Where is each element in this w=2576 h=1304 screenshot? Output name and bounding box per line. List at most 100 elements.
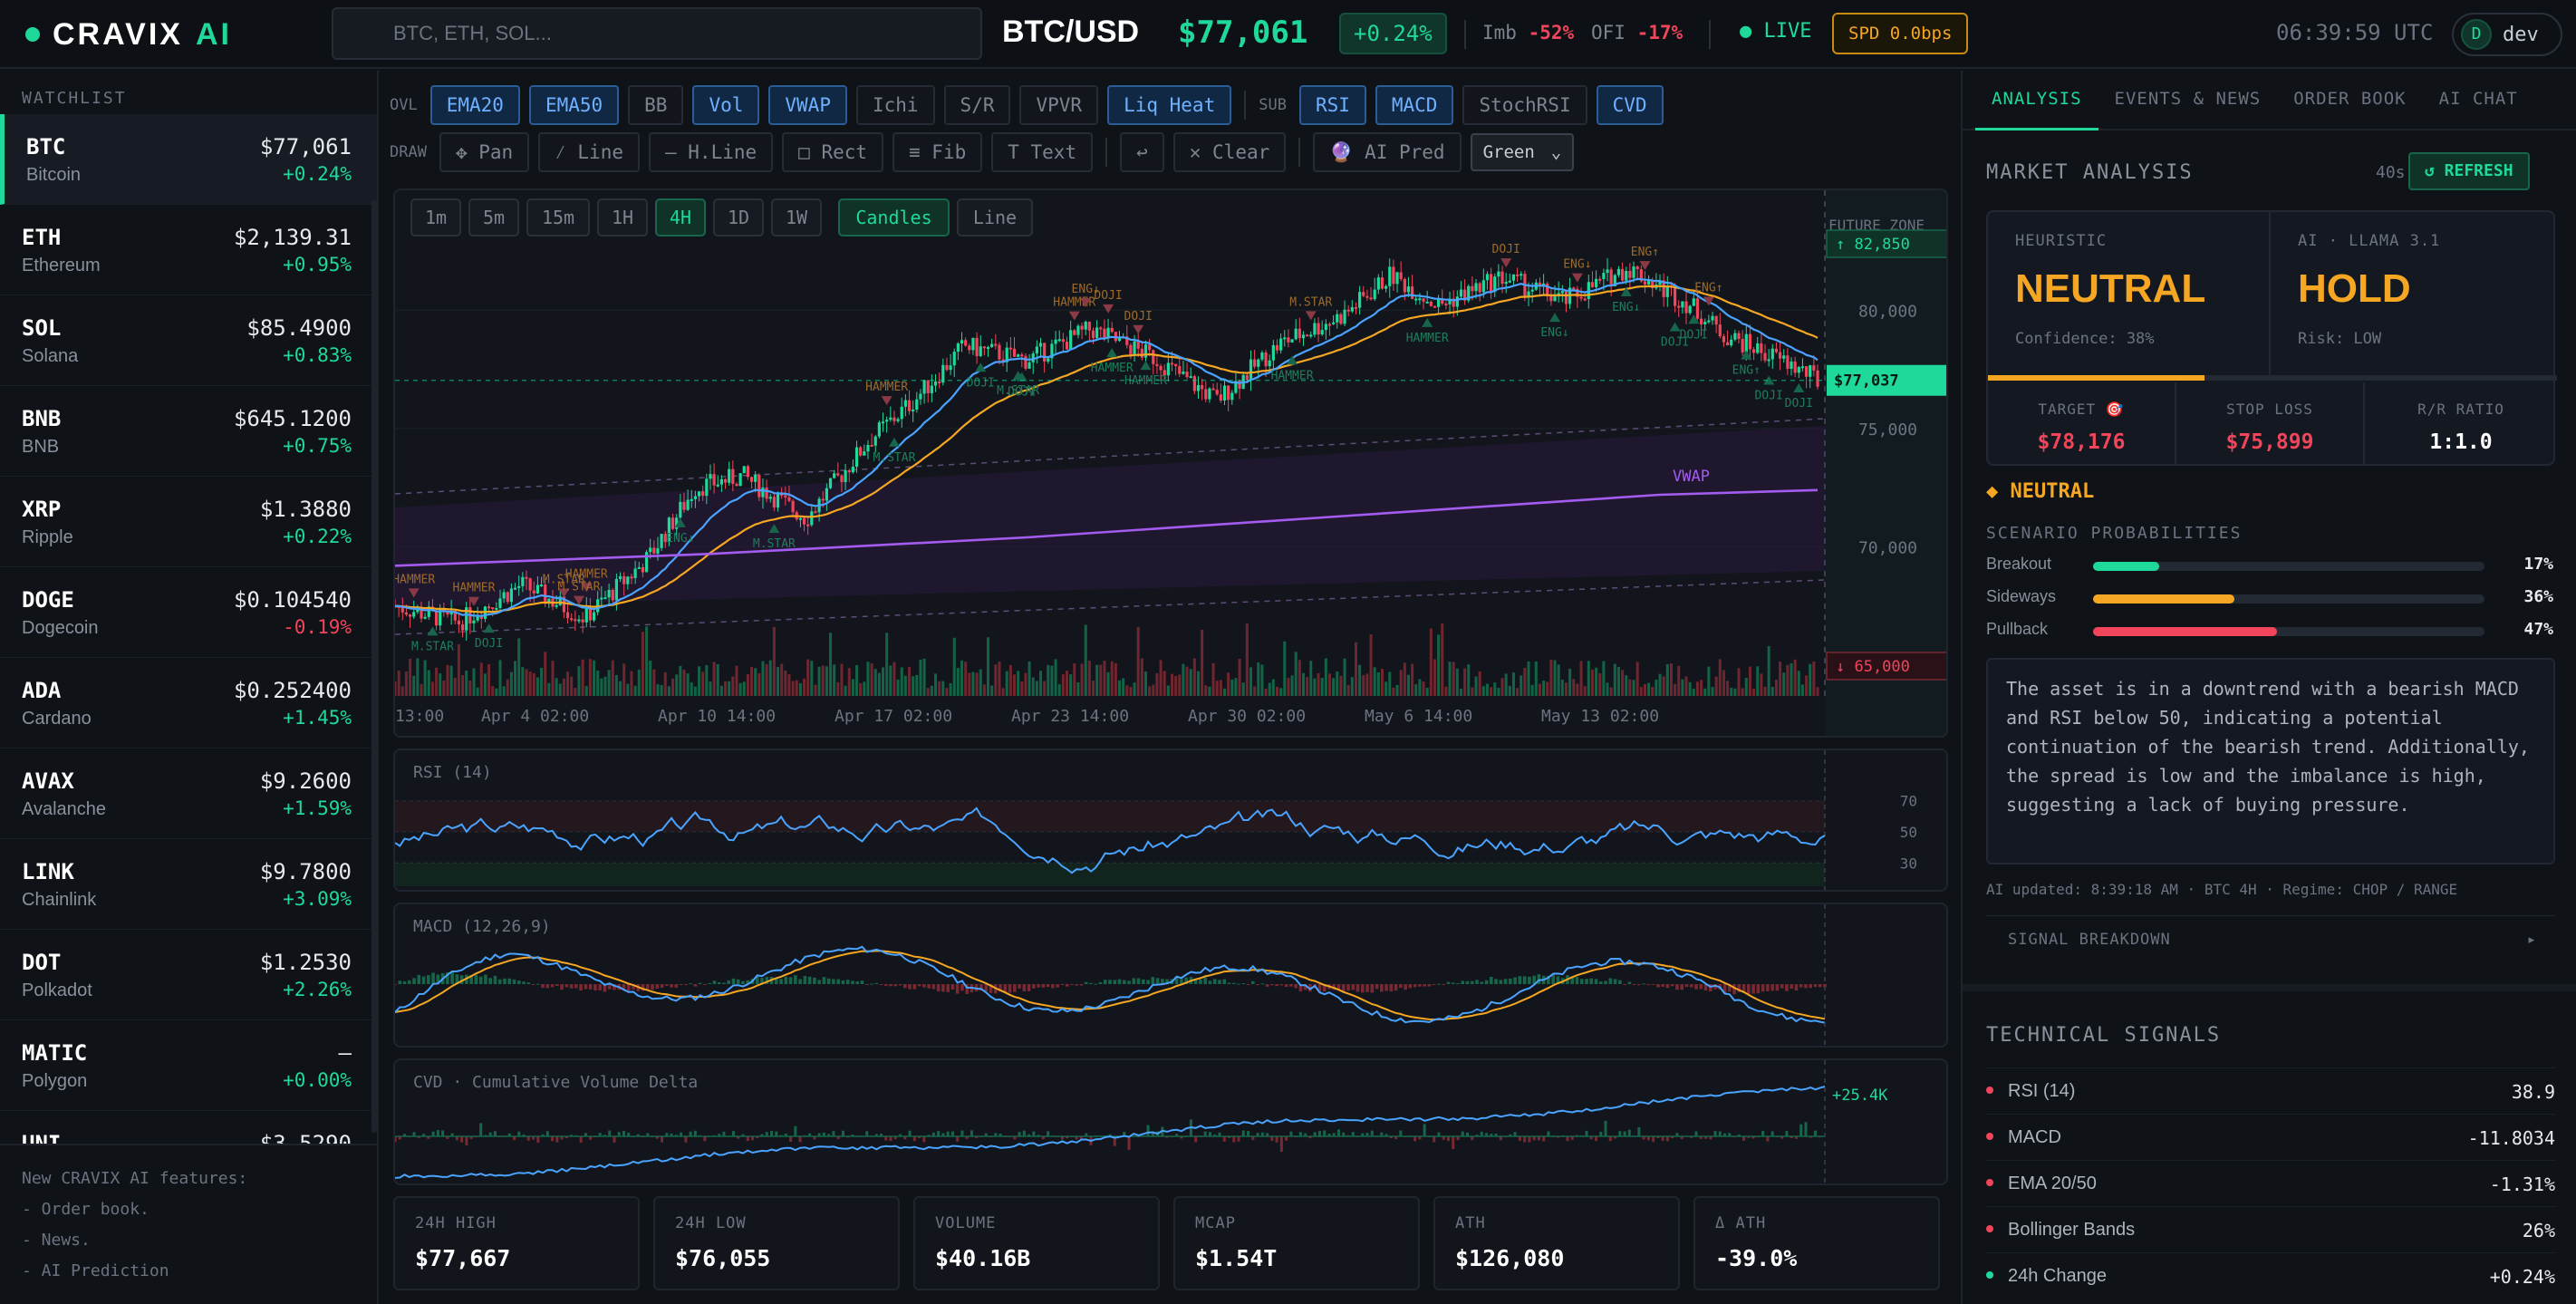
watchlist-item-bnb[interactable]: BNB BNB $645.1200 +0.75% (0, 386, 377, 477)
logo[interactable]: CRAVIX AI (25, 16, 232, 53)
macd-panel[interactable]: MACD (12,26,9) (393, 903, 1948, 1048)
watchlist-item-xrp[interactable]: XRP Ripple $1.3880 +0.22% (0, 477, 377, 567)
draw-tool-2[interactable]: — H.Line (649, 132, 774, 172)
macd-hist-bar (536, 983, 540, 985)
timeframe-button-1m[interactable] (410, 198, 461, 237)
x-axis: 13:00 Apr 4 02:00 Apr 10 14:00 Apr 17 02:00… (395, 707, 1659, 726)
signal-row[interactable]: RSI (14) 38.9 (1986, 1067, 2555, 1113)
timeframe-button-1w[interactable] (771, 198, 822, 237)
volume-bar (1763, 686, 1767, 696)
timeframe-button-1d[interactable] (713, 198, 764, 237)
sub-toggle-stochrsi[interactable]: StochRSI (1462, 85, 1587, 125)
watchlist-scrollbar[interactable] (371, 199, 377, 1133)
tab-events-news[interactable]: EVENTS & NEWS (2114, 89, 2262, 109)
ema50-line (395, 285, 1819, 613)
draw-tool-4[interactable]: ≡ Fib (892, 132, 983, 172)
macd-hist-bar (1399, 984, 1403, 989)
pattern-label: DOJI (1661, 336, 1689, 350)
signal-breakdown-toggle[interactable]: SIGNAL BREAKDOWN ▸ (1986, 915, 2555, 962)
tab-ai-chat[interactable]: AI CHAT (2438, 89, 2518, 109)
macd-hist-bar (1356, 984, 1360, 992)
pattern-label: M.STAR (997, 384, 1039, 398)
watchlist-item-btc[interactable]: BTC Bitcoin $77,061 +0.24% (0, 114, 377, 205)
macd-hist-bar (541, 984, 545, 989)
cvd-delta-bar (794, 1125, 797, 1136)
tab-analysis[interactable]: ANALYSIS (1975, 71, 2098, 130)
macd-hist-bar (1308, 984, 1312, 992)
watchlist-item-uni[interactable]: UNIUniswap$3.5290 (0, 1111, 377, 1144)
candle-body (1744, 333, 1748, 353)
cvd-delta-bar (999, 1133, 1002, 1136)
volume-bar (581, 659, 584, 696)
sub-toggle-cvd[interactable]: CVD (1596, 85, 1664, 125)
volume-bar (1700, 680, 1703, 696)
signal-row[interactable]: 24h Change +0.24% (1986, 1252, 2555, 1298)
signal-row[interactable]: EMA 20/50 -1.31% (1986, 1160, 2555, 1205)
ai-pred-button[interactable]: 🔮 AI Pred (1313, 132, 1462, 172)
undo-button[interactable]: ↩ (1120, 132, 1164, 172)
overlay-toggle-vpvr[interactable]: VPVR (1019, 85, 1099, 125)
rsi-panel[interactable]: 70 50 30 RSI (14) (393, 749, 1948, 892)
cvd-delta-bar (1222, 1136, 1226, 1142)
overlay-toggle-vol[interactable]: Vol (692, 85, 760, 125)
macd-hist-bar (1375, 984, 1379, 990)
overlay-toggle-vwap[interactable]: VWAP (768, 85, 847, 125)
clear-button[interactable]: ✕ Clear (1172, 132, 1287, 172)
volume-bar (1080, 663, 1084, 696)
timeframe-button-4h[interactable] (655, 198, 706, 237)
candle-body (652, 547, 656, 554)
volume-bar (593, 660, 596, 696)
scenario-pullback: Pullback 47% (1986, 618, 2553, 643)
signal-row[interactable]: MACD -11.8034 (1986, 1114, 2555, 1159)
draw-tool-3[interactable]: □ Rect (782, 132, 884, 172)
volume-bar (611, 660, 614, 696)
chart-mode-candles[interactable] (838, 198, 950, 237)
timeframe-button-1h[interactable] (597, 198, 648, 237)
watchlist-item-ada[interactable]: ADA Cardano $0.252400 +1.45% (0, 658, 377, 749)
user-menu[interactable]: D dev (2452, 13, 2562, 56)
coin-name: Cardano (22, 709, 92, 729)
draw-tool-0[interactable]: ✥ Pan (439, 132, 530, 172)
coin-symbol: ADA (22, 678, 62, 703)
cvd-delta-bar (941, 1133, 945, 1136)
macd-hist-bar (1442, 984, 1445, 985)
macd-hist-bar (407, 980, 411, 984)
sub-toggle-rsi[interactable]: RSI (1298, 85, 1366, 125)
draw-tool-1[interactable]: ⁄ Line (538, 132, 640, 172)
overlay-toggle-ema20[interactable]: EMA20 (429, 85, 520, 125)
chart-mode-line[interactable] (957, 198, 1033, 237)
cvd-delta-bar (1509, 1134, 1512, 1136)
macd-hist-bar (1351, 984, 1356, 990)
overlay-toggle-s-r[interactable]: S/R (943, 85, 1011, 125)
price-chart-panel[interactable]: 1m 5m 15m 1H 4H 1D 1W Candles Line 70,000 75,000 80… (393, 188, 1948, 738)
search-input[interactable] (332, 7, 982, 60)
timeframe-button-15m[interactable] (526, 198, 590, 237)
overlay-toggle-bb[interactable]: BB (628, 85, 684, 125)
overlay-toggle-ema50[interactable]: EMA50 (528, 85, 620, 125)
rsi-overbought-zone (395, 800, 1825, 832)
volume-bar (885, 633, 889, 696)
cvd-delta-bar (1085, 1133, 1088, 1136)
watchlist-item-link[interactable]: LINK Chainlink $9.7800 +3.09% (0, 839, 377, 930)
watchlist-item-dot[interactable]: DOT Polkadot $1.2530 +2.26% (0, 930, 377, 1020)
refresh-button[interactable]: ↺ REFRESH (2408, 152, 2530, 190)
candle-body (476, 616, 479, 621)
timeframe-button-5m[interactable] (468, 198, 519, 237)
watchlist-item-matic[interactable]: MATIC Polygon — +0.00% (0, 1020, 377, 1111)
signal-row[interactable]: Bollinger Bands 26% (1986, 1206, 2555, 1251)
volume-bar (1718, 659, 1722, 696)
overlay-toggle-liq-heat[interactable]: Liq Heat (1107, 85, 1232, 125)
sub-toggle-macd[interactable]: MACD (1375, 85, 1454, 125)
tab-order-book[interactable]: ORDER BOOK (2293, 89, 2407, 109)
overlay-toggle-ichi[interactable]: Ichi (855, 85, 935, 125)
candle-body (1485, 274, 1490, 281)
watchlist-item-doge[interactable]: DOGE Dogecoin $0.104540 -0.19% (0, 567, 377, 658)
watchlist-item-eth[interactable]: ETH Ethereum $2,139.31 +0.95% (0, 205, 377, 295)
watchlist-item-avax[interactable]: AVAX Avalanche $9.2600 +1.59% (0, 749, 377, 839)
cvd-delta-bar (1713, 1131, 1717, 1136)
cvd-panel[interactable]: +25.4K CVD · Cumulative Volume Delta (393, 1058, 1948, 1185)
draw-color-select[interactable]: Green ⌄ (1470, 133, 1575, 171)
draw-tool-5[interactable]: T Text (991, 132, 1094, 172)
price-chart[interactable]: 1m 5m 15m 1H 4H 1D 1W Candles Line70,00075,00080… (395, 190, 1948, 738)
watchlist-item-sol[interactable]: SOL Solana $85.4900 +0.83% (0, 295, 377, 386)
